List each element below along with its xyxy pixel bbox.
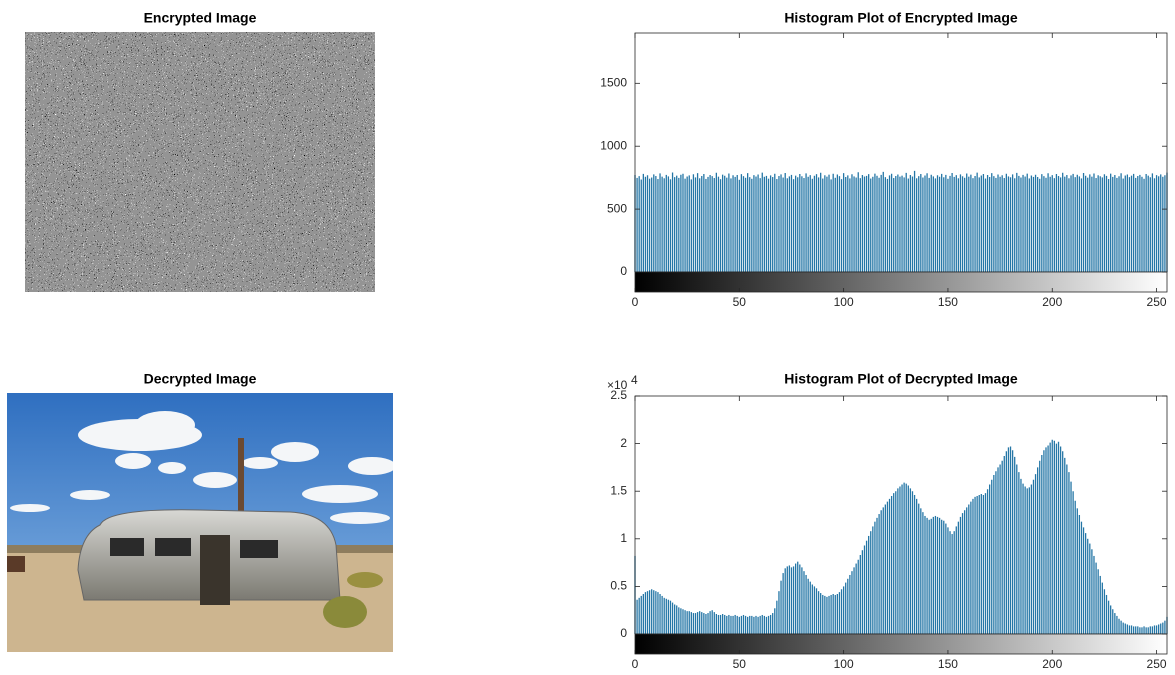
x-tick-label: 100 [834,295,854,309]
axes-background [635,33,1167,272]
image-title: Decrypted Image [144,371,257,387]
y-tick-label: 1 [620,531,627,545]
image-title: Encrypted Image [144,10,257,26]
y-tick-label: 0 [620,626,627,640]
x-tick-label: 100 [834,657,854,671]
x-tick-label: 250 [1147,295,1167,309]
x-tick-label: 50 [733,295,747,309]
x-tick-label: 0 [632,295,639,309]
x-tick-label: 50 [733,657,747,671]
y-tick-label: 2.5 [610,388,627,402]
decrypted-image [7,393,393,652]
encrypted-image [25,32,375,292]
chart-title: Histogram Plot of Encrypted Image [784,10,1018,26]
axes-background [635,396,1167,634]
chart-title: Histogram Plot of Decrypted Image [784,371,1018,387]
x-tick-label: 200 [1042,657,1062,671]
y-tick-label: 500 [607,201,627,215]
x-tick-label: 250 [1147,657,1167,671]
y-tick-label: 0 [620,264,627,278]
x-tick-label: 150 [938,657,958,671]
x-tick-label: 0 [632,657,639,671]
colorbar [634,633,1168,655]
y-tick-label: 1000 [600,138,627,152]
y-tick-label: 2 [620,436,627,450]
y-tick-label: 1.5 [610,483,627,497]
x-tick-label: 200 [1042,295,1062,309]
colorbar [634,271,1168,293]
y-tick-label: 1500 [600,75,627,89]
y-exponent-base: ×10 [607,378,628,392]
y-exponent-power: 4 [631,373,638,387]
x-tick-label: 150 [938,295,958,309]
y-tick-label: 0.5 [610,579,627,593]
